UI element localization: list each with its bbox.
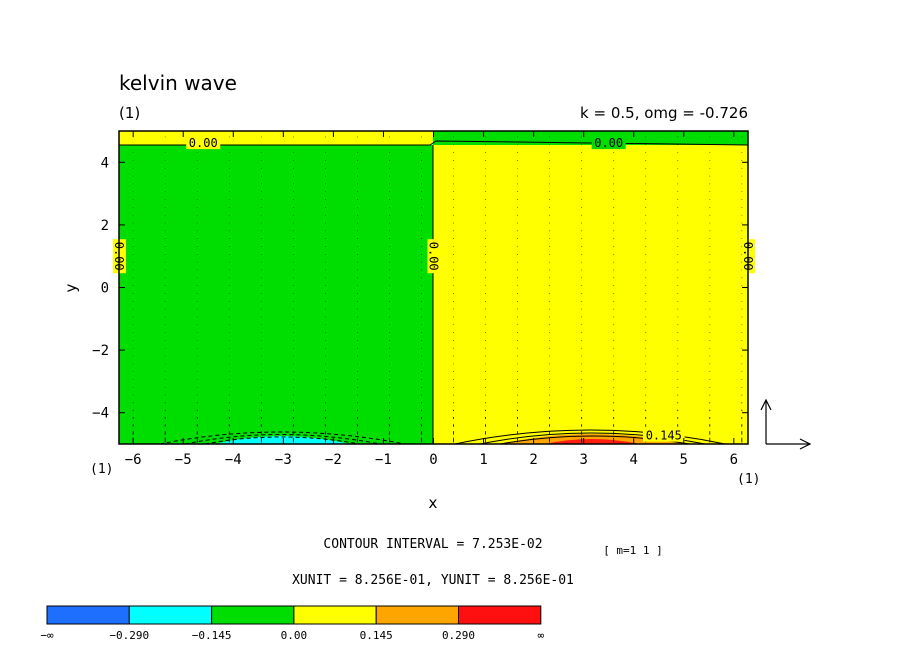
contour-label-bg xyxy=(427,239,441,274)
colorbar-level-label: −0.145 xyxy=(192,629,232,642)
x-tick-label: −1 xyxy=(375,452,392,468)
x-tick-label: 1 xyxy=(479,452,487,468)
contour-label: 0.145 xyxy=(646,429,682,443)
y-tick-label: −4 xyxy=(92,406,109,422)
x-axis-ticks: −6 −5 −4 −3 −2 −1 0 1 2 3 4 5 6 xyxy=(125,131,738,468)
colorbar-swatch xyxy=(375,605,460,625)
colorbar-level-label: 0.290 xyxy=(442,629,475,642)
positive-region xyxy=(433,131,748,444)
strong-positive-patch xyxy=(500,434,690,444)
very-strong-positive-patch xyxy=(545,439,640,444)
colorbar-swatch xyxy=(128,605,213,625)
x-tick-label: 2 xyxy=(529,452,537,468)
x-unit-mark-left: (1) xyxy=(90,462,113,477)
panel-label: (1) xyxy=(119,104,140,122)
x-tick-label: 4 xyxy=(630,452,638,468)
x-tick-label: −5 xyxy=(175,452,192,468)
negative-region xyxy=(119,131,433,444)
x-unit-mark-right: (1) xyxy=(737,472,760,487)
colorbar-swatch xyxy=(46,605,130,625)
colorbar-level-label: −∞ xyxy=(40,629,54,642)
colorbar: −∞ −0.290 −0.145 0.00 0.145 0.290 ∞ xyxy=(40,605,544,642)
parameters-label: k = 0.5, omg = -0.726 xyxy=(580,104,748,122)
x-axis-label: x xyxy=(429,494,438,512)
top-strip-left xyxy=(119,131,433,145)
y-axis-label: y xyxy=(62,283,80,292)
x-tick-label: −2 xyxy=(325,452,342,468)
y-tick-label: 2 xyxy=(101,218,109,234)
colorbar-level-label: ∞ xyxy=(537,629,544,642)
neg-contour-1 xyxy=(159,431,406,445)
contour-interval-note: CONTOUR INTERVAL = 7.253E-02 xyxy=(323,537,542,552)
plot-area: 0.00 0.000.00 0.00 0.000.145 xyxy=(112,130,755,445)
y-tick-label: 4 xyxy=(101,155,109,171)
y-tick-label: 0 xyxy=(101,281,109,297)
x-tick-label: 6 xyxy=(730,452,738,468)
units-note: XUNIT = 8.256E-01, YUNIT = 8.256E-01 xyxy=(292,573,574,588)
x-tick-label: −4 xyxy=(225,452,242,468)
colorbar-level-label: 0.145 xyxy=(360,629,393,642)
x-tick-label: 0 xyxy=(429,452,437,468)
contour-label: 0.00 xyxy=(594,136,623,150)
colorbar-level-label: −0.290 xyxy=(109,629,149,642)
contour-label: 0.00 xyxy=(427,242,441,271)
contour-label-bg xyxy=(591,136,626,150)
x-tick-label: −6 xyxy=(125,452,142,468)
pos-contour-1 xyxy=(454,429,726,445)
x-tick-label: −3 xyxy=(275,452,292,468)
colorbar-swatch xyxy=(211,605,295,625)
contour-label-bg xyxy=(186,136,221,150)
contour-label: 0.00 xyxy=(189,136,218,150)
contour-label-group: 0.00 xyxy=(427,239,441,274)
x-tick-label: 3 xyxy=(579,452,587,468)
y-axis-ticks: −4 −2 0 2 4 xyxy=(92,155,748,422)
colorbar-swatch xyxy=(458,605,542,625)
mode-note: [ m=1 1 ] xyxy=(603,544,663,557)
colorbar-level-label: 0.00 xyxy=(281,629,308,642)
neg-contour-3 xyxy=(204,436,361,445)
chart-title: kelvin wave xyxy=(119,71,237,95)
y-tick-label: −2 xyxy=(92,343,109,359)
contour-label-bg xyxy=(643,428,685,442)
neg-contour-2 xyxy=(184,434,381,445)
x-tick-label: 5 xyxy=(680,452,688,468)
colorbar-swatch xyxy=(293,605,377,625)
unit-vector-icon xyxy=(760,398,812,450)
